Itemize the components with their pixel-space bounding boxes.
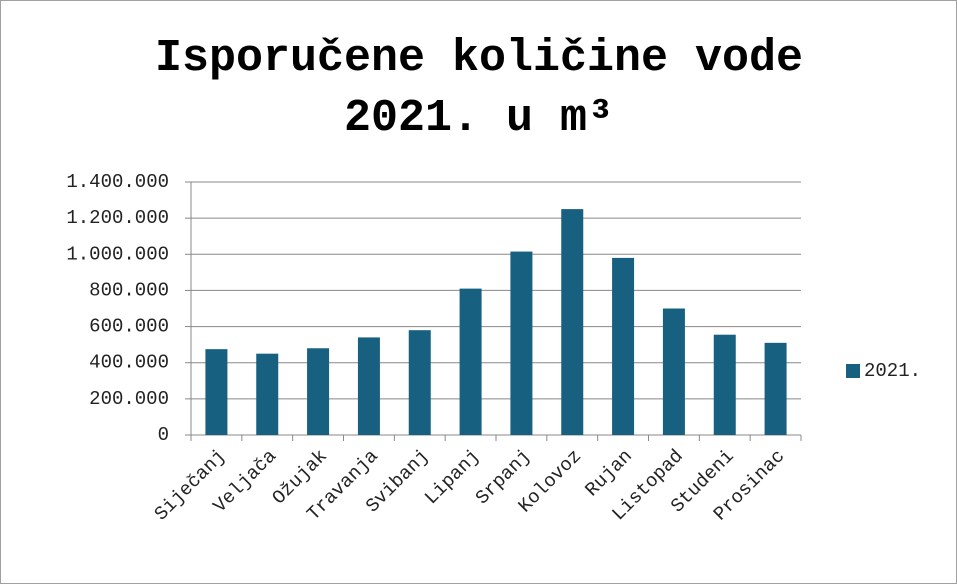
bar (408, 330, 431, 435)
bar (256, 353, 279, 435)
bar (713, 334, 736, 435)
y-tick-label: 600.000 (89, 316, 169, 338)
bar (764, 342, 787, 435)
bar (662, 308, 685, 435)
bar (561, 209, 584, 435)
legend-label: 2021. (864, 360, 921, 382)
bar (205, 349, 228, 435)
y-tick-label: 1.200.000 (66, 207, 169, 229)
bar (510, 251, 533, 435)
legend-swatch (846, 364, 860, 378)
y-tick-label: 0 (158, 424, 169, 446)
x-tick-label: Lipanj (420, 445, 484, 509)
chart-title: Isporučene količine vode 2021. u m³ (154, 33, 804, 144)
y-tick-label: 1.400.000 (66, 171, 169, 193)
bar (357, 337, 380, 435)
y-tick-label: 200.000 (89, 388, 169, 410)
y-tick-label: 400.000 (89, 352, 169, 374)
bar (307, 348, 330, 435)
bar (612, 257, 635, 435)
y-tick-label: 800.000 (89, 279, 169, 301)
bar (459, 288, 482, 435)
x-tick-label: Siječanj (150, 445, 230, 525)
y-tick-label: 1.000.000 (66, 243, 169, 265)
